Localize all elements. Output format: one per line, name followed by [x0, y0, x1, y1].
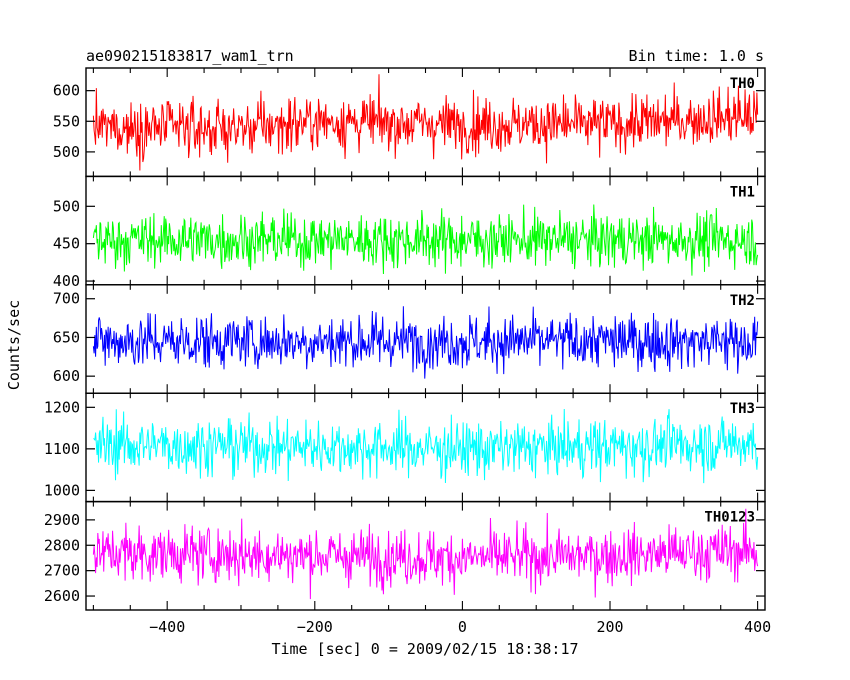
panel-th0: 500 550 600 TH0	[53, 67, 766, 178]
panels-group: 500 550 600 TH0 400 450 500 TH1 600 650 700 TH2 1000…	[44, 67, 766, 611]
y-tick-label: 600	[53, 367, 80, 385]
y-axis-label: Counts/sec	[5, 300, 23, 390]
x-axis: −400 −200 0 200 400	[149, 618, 771, 636]
y-tick-label: 1100	[44, 440, 80, 458]
x-tick-label: 200	[596, 618, 623, 636]
x-axis-label: Time [sec] 0 = 2009/02/15 18:38:17	[271, 640, 578, 658]
y-tick-label: 1200	[44, 398, 80, 416]
series-line-th0	[92, 74, 759, 171]
x-tick-label: 400	[744, 618, 771, 636]
panel-label-th1: TH1	[730, 184, 755, 200]
x-tick-label: −400	[149, 618, 185, 636]
panel-frame	[85, 175, 766, 286]
series-line-th0123	[92, 508, 759, 600]
bin-time-label: Bin time: 1.0 s	[629, 47, 764, 65]
panel-label-th2: TH2	[730, 293, 755, 309]
series-line-th3	[93, 409, 759, 484]
y-tick-label: 2800	[44, 536, 80, 554]
y-tick-label: 400	[53, 272, 80, 290]
y-tick-label: 2900	[44, 511, 80, 529]
panel-th0123: 2600 2700 2800 2900 TH0123	[44, 500, 766, 611]
series-line-th1	[92, 204, 759, 276]
panel-label-th3: TH3	[730, 401, 755, 417]
series-line-th2	[92, 306, 759, 379]
panel-label-th0123: TH0123	[704, 510, 755, 526]
chart-title: ae090215183817_wam1_trn	[86, 47, 294, 65]
panel-th3: 1000 1100 1200 TH3	[44, 392, 766, 503]
y-tick-label: 500	[53, 143, 80, 161]
y-tick-label: 2600	[44, 587, 80, 605]
y-tick-label: 550	[53, 112, 80, 130]
x-tick-label: −200	[297, 618, 333, 636]
x-tick-label: 0	[458, 618, 467, 636]
y-tick-label: 650	[53, 328, 80, 346]
y-tick-label: 450	[53, 235, 80, 253]
y-tick-label: 600	[53, 82, 80, 100]
panel-th2: 600 650 700 TH2	[53, 284, 766, 394]
y-tick-label: 2700	[44, 562, 80, 580]
y-tick-label: 1000	[44, 481, 80, 499]
panel-th1: 400 450 500 TH1	[53, 175, 766, 290]
panel-label-th0: TH0	[730, 76, 755, 92]
y-tick-label: 500	[53, 197, 80, 215]
y-tick-label: 700	[53, 290, 80, 308]
